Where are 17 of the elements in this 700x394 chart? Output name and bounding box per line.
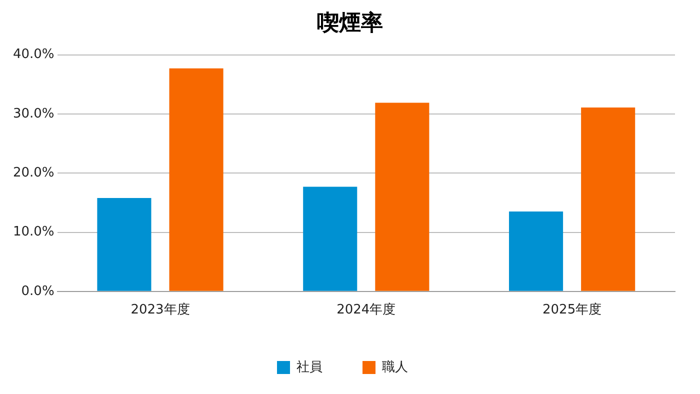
legend-label: 社員	[296, 360, 322, 375]
y-tick-label: 40.0%	[12, 47, 54, 62]
bar	[508, 212, 564, 291]
y-tick-label: 20.0%	[12, 165, 54, 180]
x-tick-label: 2024年度	[336, 302, 396, 318]
bar	[303, 186, 358, 291]
x-tick-label: 2023年度	[130, 302, 190, 318]
y-tick-label: 10.0%	[12, 224, 54, 240]
bar	[97, 198, 152, 291]
bar	[169, 68, 224, 291]
chart-title: 喫煙率	[316, 10, 384, 38]
bar	[581, 107, 636, 291]
legend-label: 職人	[382, 360, 408, 375]
x-tick-label: 2025年度	[542, 302, 602, 318]
y-tick-label: 30.0%	[12, 106, 54, 122]
bar	[375, 102, 430, 291]
y-tick-label: 0.0%	[21, 284, 54, 299]
